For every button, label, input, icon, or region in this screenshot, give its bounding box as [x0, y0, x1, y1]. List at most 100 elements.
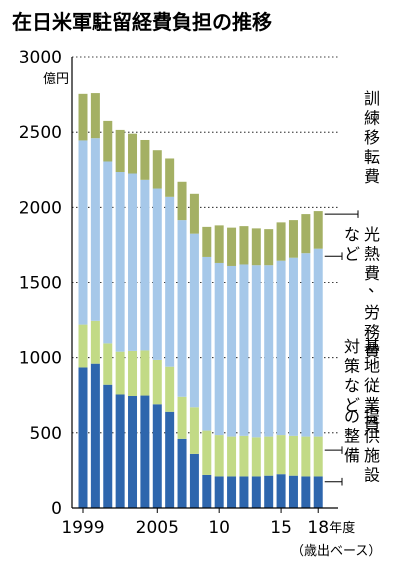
series-1-label-char-1-3: ど — [344, 396, 360, 415]
series-0-label-char-1-0: の — [344, 407, 360, 426]
bar-2010-series-2 — [214, 262, 224, 436]
series-2-label-char-1-1: ど — [344, 245, 360, 264]
x-tick-label-2010: 10 — [208, 518, 230, 538]
bar-2012-series-1 — [239, 435, 249, 477]
series-1-label-char-0-0: 基 — [364, 337, 380, 356]
series-1-label-char-0-1: 地 — [364, 357, 380, 376]
bar-2005-series-1 — [152, 359, 162, 405]
bar-2001-series-1 — [103, 343, 113, 385]
bar-2007-series-2 — [177, 220, 187, 397]
bar-2002-series-2 — [115, 172, 125, 352]
bar-1999-series-3 — [78, 93, 88, 141]
y-tick-labels: 0 500 1000 1500 2000 2500 3000 — [19, 48, 62, 519]
bar-2005-series-2 — [152, 188, 162, 360]
bar-2018-series-3 — [313, 211, 323, 249]
bar-2009-series-0 — [202, 474, 212, 508]
y-tick-label-2500: 2500 — [19, 123, 62, 143]
bars — [78, 93, 323, 508]
x-tick-labels: 1999 2005 10 15 18 年度 — [61, 518, 355, 538]
series-0-label-char-1-2: 備 — [344, 446, 360, 465]
bar-2002-series-3 — [115, 129, 125, 173]
bar-2010-series-1 — [214, 435, 224, 477]
x-tick-label-1999: 1999 — [61, 518, 104, 538]
bar-2017-series-1 — [301, 436, 311, 477]
bar-2018-series-2 — [313, 248, 323, 437]
bar-2001-series-2 — [103, 161, 113, 344]
bar-2004-series-2 — [140, 179, 150, 351]
bar-2016-series-3 — [288, 220, 298, 258]
bar-2011-series-2 — [227, 265, 237, 437]
bar-2008-series-1 — [189, 407, 199, 454]
series-1-label-char-0-2: 従 — [364, 376, 380, 395]
series-0-label-char-0-1: 供 — [364, 427, 380, 446]
bar-2015-series-0 — [276, 474, 286, 508]
bar-2008-series-2 — [189, 233, 199, 408]
y-tick-label-1500: 1500 — [19, 274, 62, 294]
y-tick-label-0: 0 — [51, 499, 62, 519]
bar-2017-series-2 — [301, 253, 311, 437]
bar-1999-series-2 — [78, 140, 88, 325]
bar-2012-series-0 — [239, 476, 249, 508]
bar-2003-series-0 — [128, 396, 138, 508]
bar-2006-series-0 — [165, 411, 175, 508]
y-axis-unit: 億円 — [43, 71, 69, 87]
bar-2004-series-0 — [140, 395, 150, 508]
bar-2009-series-1 — [202, 430, 212, 475]
bar-2010-series-3 — [214, 225, 224, 263]
series-2-label-char-0-2: 費 — [364, 264, 380, 283]
bar-2004-series-1 — [140, 350, 150, 396]
bar-2012-series-3 — [239, 226, 249, 265]
bar-2003-series-3 — [128, 133, 138, 174]
series-2-label-char-0-3: 、 — [368, 277, 384, 296]
bar-2016-series-1 — [288, 435, 298, 476]
bar-2015-series-3 — [276, 222, 286, 261]
x-axis-unit: 年度 — [329, 520, 355, 536]
series-0-label-char-1-1: 整 — [344, 427, 360, 446]
y-tick-label-2000: 2000 — [19, 198, 62, 218]
series-1-label-char-1-1: 策 — [344, 357, 360, 376]
bar-2000-series-0 — [90, 363, 100, 508]
bar-2005-series-0 — [152, 404, 162, 508]
bar-2006-series-1 — [165, 366, 175, 412]
bar-2017-series-0 — [301, 476, 311, 508]
bar-2008-series-0 — [189, 453, 199, 508]
bar-2000-series-2 — [90, 138, 100, 321]
series-0-label-char-0-3: 設 — [364, 466, 380, 485]
x-tick-label-2018: 18 — [307, 518, 329, 538]
series-2-label-char-1-0: な — [344, 225, 360, 244]
series-3-label-char-0-1: 練 — [364, 109, 380, 128]
bar-2014-series-2 — [264, 265, 274, 437]
bar-2006-series-2 — [165, 196, 175, 367]
x-tick-label-2005: 2005 — [136, 518, 179, 538]
series-1-label-char-1-0: 対 — [344, 337, 360, 356]
bar-2003-series-2 — [128, 173, 138, 351]
bar-2001-series-0 — [103, 384, 113, 508]
bar-2008-series-3 — [189, 193, 199, 234]
bar-2014-series-3 — [264, 229, 274, 266]
bar-2000-series-3 — [90, 93, 100, 139]
bar-2002-series-1 — [115, 351, 125, 395]
bar-2012-series-2 — [239, 264, 249, 436]
x-tick-label-2015: 15 — [270, 518, 292, 538]
y-tick-label-500: 500 — [30, 424, 62, 444]
bar-2011-series-1 — [227, 436, 237, 477]
bar-2007-series-3 — [177, 181, 187, 221]
series-3-label-char-0-3: 転 — [364, 148, 380, 167]
bar-2013-series-1 — [251, 437, 261, 477]
series-0-label-char-0-2: 施 — [364, 446, 380, 465]
series-3-label-char-0-2: 移 — [364, 128, 380, 147]
bar-2009-series-2 — [202, 256, 212, 431]
bar-2002-series-0 — [115, 394, 125, 508]
bar-2013-series-0 — [251, 476, 261, 508]
bar-2013-series-2 — [251, 265, 261, 438]
series-3-label-char-0-4: 費 — [364, 167, 380, 186]
bar-2013-series-3 — [251, 228, 261, 266]
bar-2010-series-0 — [214, 476, 224, 508]
bar-2011-series-0 — [227, 476, 237, 508]
series-2-label-char-0-5: 務 — [364, 323, 380, 342]
bar-2018-series-1 — [313, 436, 323, 477]
bar-2000-series-1 — [90, 320, 100, 364]
bar-2009-series-3 — [202, 226, 212, 257]
